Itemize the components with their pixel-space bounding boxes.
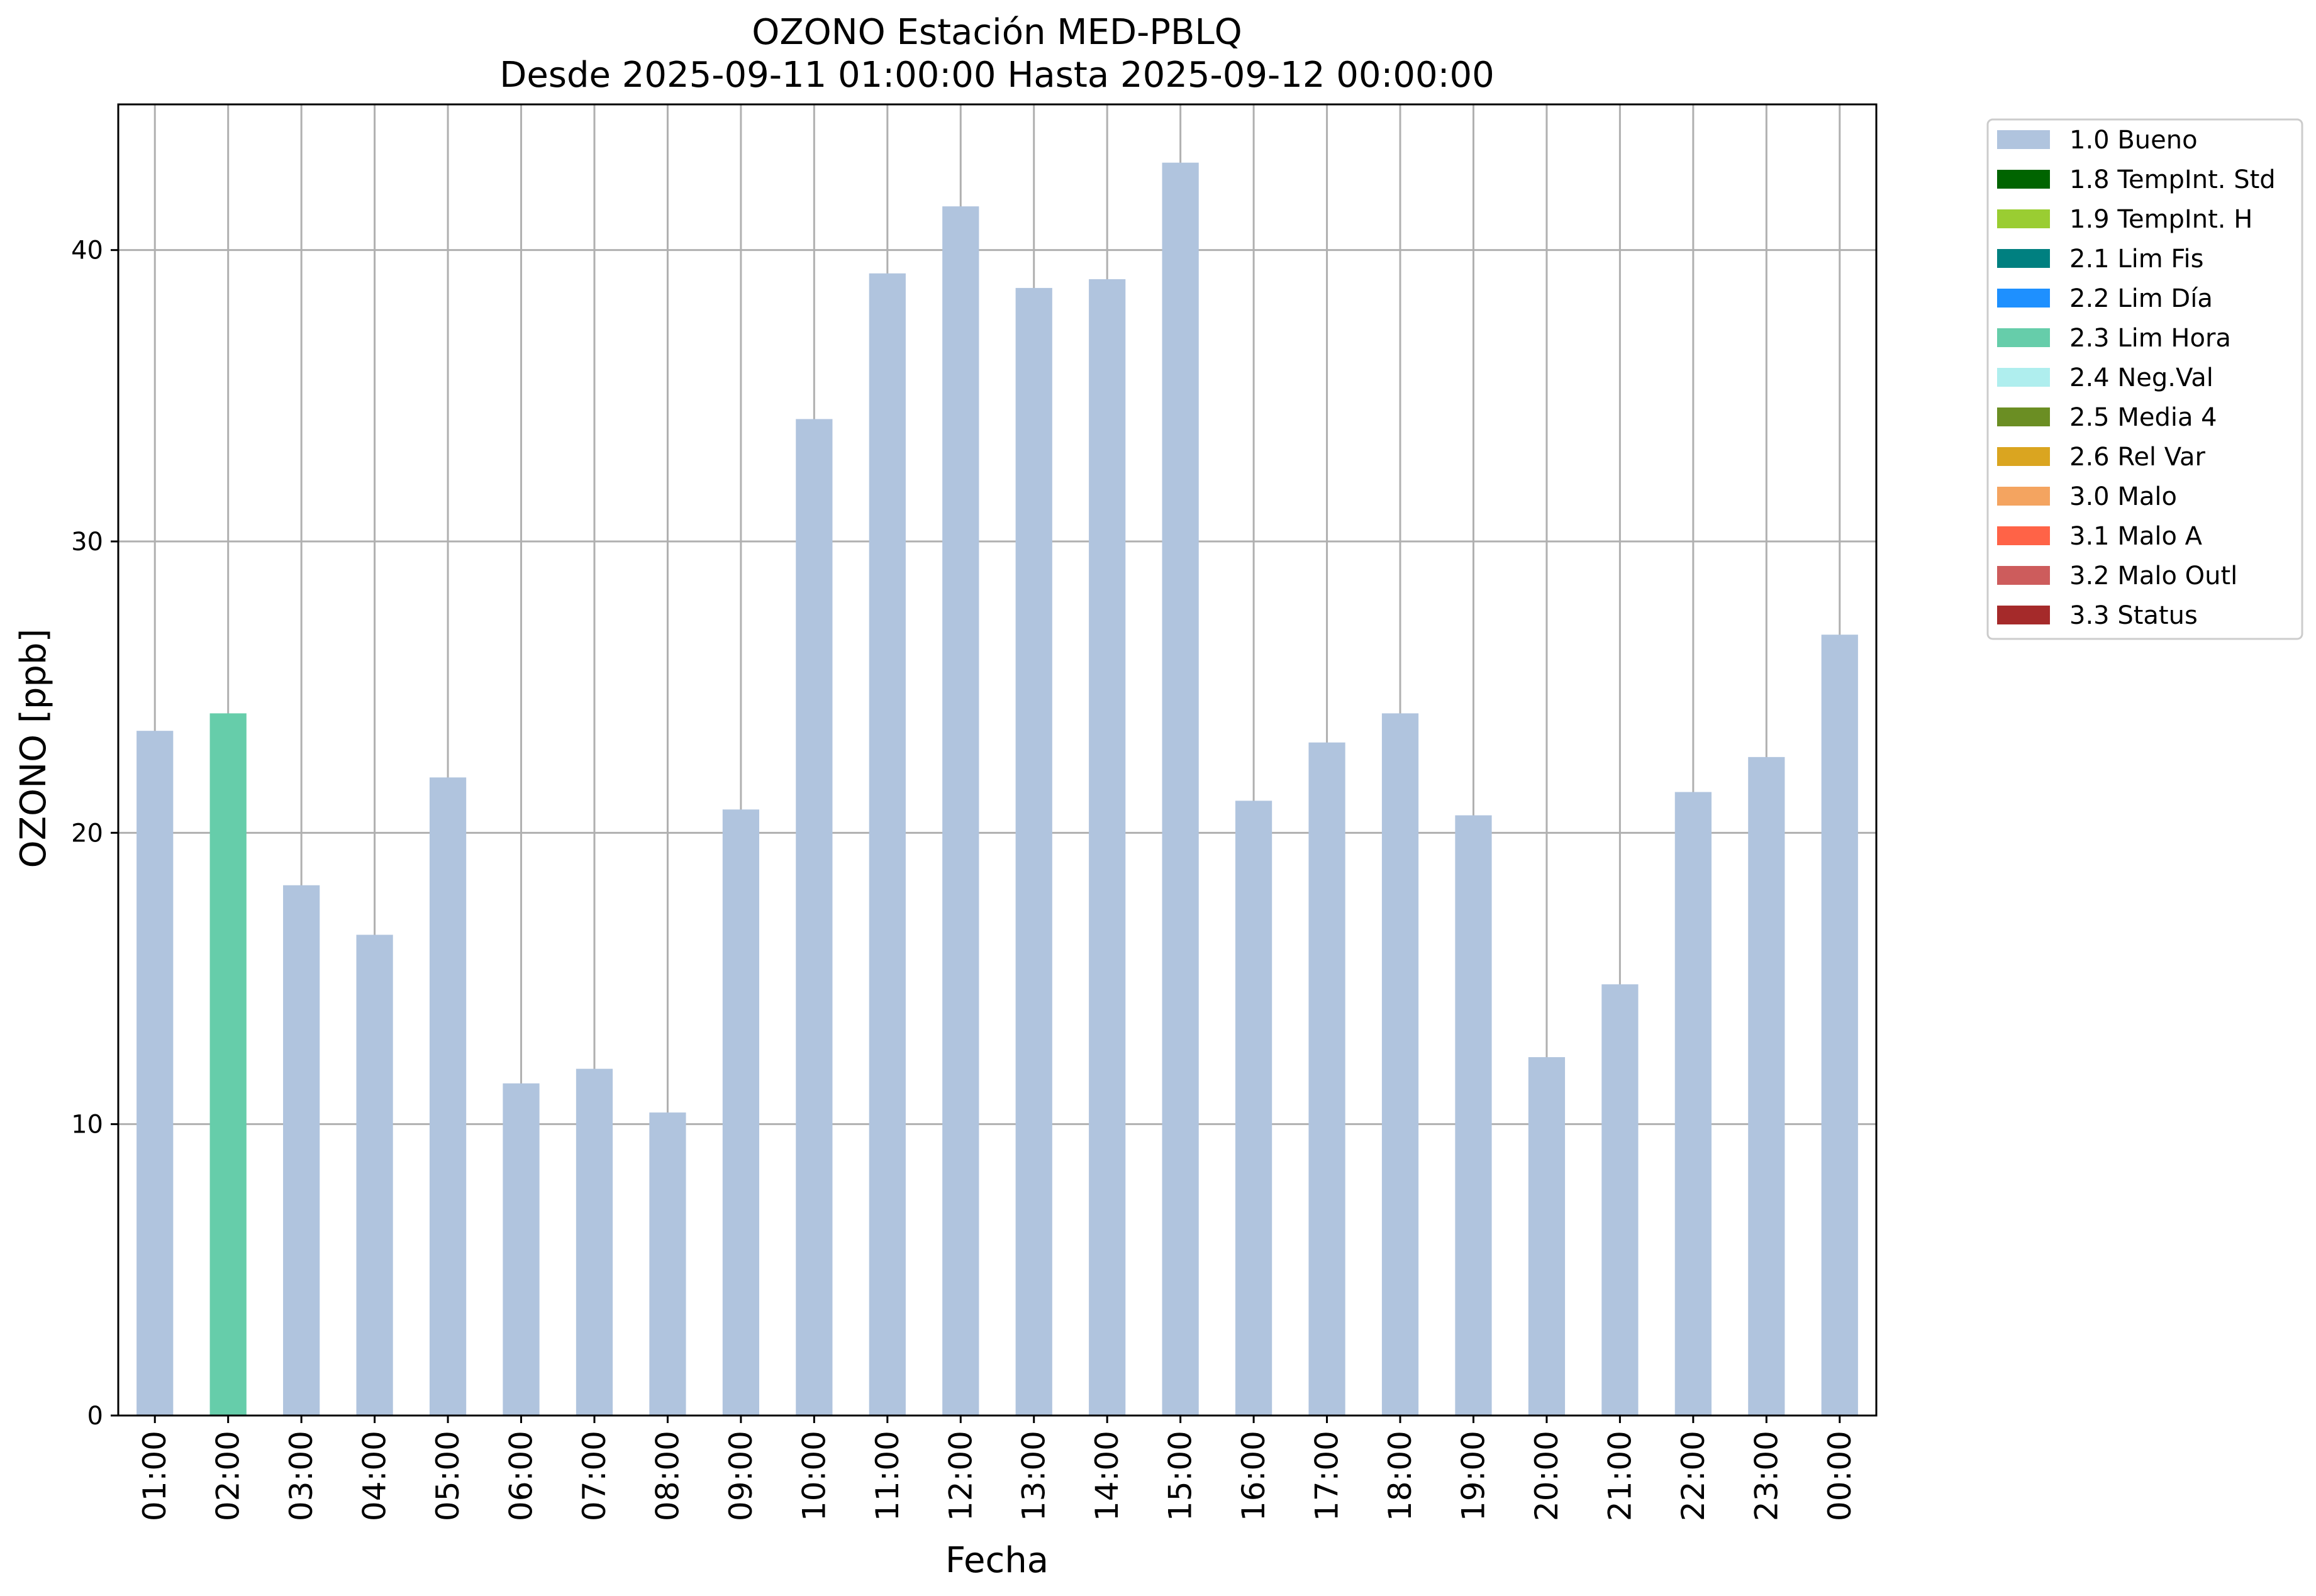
x-tick-label: 19:00 xyxy=(1455,1431,1491,1521)
x-axis-ticks: 01:00 02:00 03:00 04:00 05:00 06:00 07:00 08:00… xyxy=(136,1416,1858,1521)
bar-19:00 xyxy=(1455,815,1492,1416)
bar-14:00 xyxy=(1089,279,1126,1416)
x-tick-label: 05:00 xyxy=(430,1431,466,1521)
legend-swatch xyxy=(1997,328,2050,347)
x-tick-label: 18:00 xyxy=(1382,1431,1418,1521)
legend-box xyxy=(1986,118,2303,640)
x-tick-label: 06:00 xyxy=(503,1431,540,1521)
bar-12:00 xyxy=(942,206,979,1416)
legend-label: 2.6 Rel Var xyxy=(2069,443,2206,472)
legend-swatch xyxy=(1997,526,2050,545)
bar-05:00 xyxy=(429,777,467,1416)
legend-swatch xyxy=(1997,130,2050,149)
plot-frame xyxy=(117,103,1878,1417)
bar-11:00 xyxy=(869,273,906,1416)
legend-label: 2.5 Media 4 xyxy=(2069,403,2217,432)
bar-20:00 xyxy=(1528,1057,1566,1416)
legend-swatch xyxy=(1997,447,2050,466)
x-tick-label: 11:00 xyxy=(869,1431,906,1521)
bar-09:00 xyxy=(722,809,760,1416)
x-tick-label: 02:00 xyxy=(210,1431,247,1521)
legend-label: 3.0 Malo xyxy=(2069,482,2177,511)
legend-label: 1.0 Bueno xyxy=(2069,126,2198,155)
x-tick-label: 22:00 xyxy=(1675,1431,1712,1521)
x-tick-label: 15:00 xyxy=(1162,1431,1199,1521)
x-tick-label: 23:00 xyxy=(1748,1431,1784,1521)
bar-10:00 xyxy=(796,419,833,1416)
x-tick-label: 07:00 xyxy=(576,1431,613,1521)
x-tick-label: 20:00 xyxy=(1528,1431,1565,1521)
bar-23:00 xyxy=(1748,756,1785,1416)
x-tick-label: 03:00 xyxy=(283,1431,320,1521)
x-tick-label: 16:00 xyxy=(1235,1431,1272,1521)
x-tick-label: 21:00 xyxy=(1601,1431,1638,1521)
x-tick-label: 04:00 xyxy=(357,1431,393,1521)
y-tick-label: 0 xyxy=(87,1402,103,1431)
x-tick-label: 10:00 xyxy=(796,1431,832,1521)
bar-07:00 xyxy=(576,1068,613,1416)
x-axis-label: Fecha xyxy=(945,1540,1049,1581)
legend-label: 2.2 Lim Día xyxy=(2069,284,2213,313)
legend-swatch xyxy=(1997,170,2050,189)
legend: 1.0 Bueno 1.8 TempInt. Std 1.9 TempInt. H 2… xyxy=(1986,118,2303,640)
legend-swatch xyxy=(1997,487,2050,506)
bar-16:00 xyxy=(1235,801,1272,1416)
bar-17:00 xyxy=(1308,742,1345,1416)
bar-22:00 xyxy=(1674,792,1712,1416)
bar-15:00 xyxy=(1162,162,1199,1416)
x-tick-label: 01:00 xyxy=(136,1431,173,1521)
bar-04:00 xyxy=(356,934,393,1416)
y-tick-label: 30 xyxy=(71,528,103,557)
legend-label: 1.8 TempInt. Std xyxy=(2069,165,2276,194)
legend-label: 1.9 TempInt. H xyxy=(2069,205,2252,234)
legend-label: 3.3 Status xyxy=(2069,601,2198,630)
y-axis-ticks: 0 10 20 30 40 xyxy=(71,236,118,1431)
legend-swatch xyxy=(1997,209,2050,228)
bar-08:00 xyxy=(649,1112,686,1416)
legend-swatch xyxy=(1997,566,2050,585)
x-tick-label: 12:00 xyxy=(942,1431,979,1521)
y-tick-label: 10 xyxy=(71,1111,103,1139)
x-tick-label: 17:00 xyxy=(1309,1431,1345,1521)
chart-subtitle: Desde 2025-09-11 01:00:00 Hasta 2025-09-… xyxy=(499,55,1495,96)
bar-13:00 xyxy=(1015,287,1052,1416)
legend-label: 3.2 Malo Outl xyxy=(2069,562,2237,590)
legend-swatch xyxy=(1997,289,2050,308)
bar-03:00 xyxy=(283,885,320,1416)
legend-swatch xyxy=(1997,606,2050,624)
x-tick-label: 08:00 xyxy=(649,1431,686,1521)
bar-02:00 xyxy=(209,713,247,1416)
legend-swatch xyxy=(1997,249,2050,268)
legend-label: 2.3 Lim Hora xyxy=(2069,324,2231,353)
bar-18:00 xyxy=(1381,713,1419,1416)
y-tick-label: 40 xyxy=(71,236,103,265)
legend-swatch xyxy=(1997,407,2050,426)
x-tick-label: 13:00 xyxy=(1016,1431,1052,1521)
bar-21:00 xyxy=(1601,984,1639,1416)
y-tick-label: 20 xyxy=(71,819,103,848)
x-tick-label: 09:00 xyxy=(723,1431,759,1521)
bar-01:00 xyxy=(136,731,174,1416)
bar-00:00 xyxy=(1821,635,1858,1416)
legend-label: 2.4 Neg.Val xyxy=(2069,363,2213,392)
x-tick-label: 00:00 xyxy=(1822,1431,1858,1521)
bar-06:00 xyxy=(503,1083,540,1416)
x-tick-label: 14:00 xyxy=(1089,1431,1125,1521)
bars xyxy=(136,162,1858,1416)
y-axis-label: OZONO [ppb] xyxy=(13,629,54,868)
legend-swatch xyxy=(1997,368,2050,387)
chart-title: OZONO Estación MED-PBLQ xyxy=(752,12,1242,53)
legend-label: 2.1 Lim Fis xyxy=(2069,245,2203,274)
legend-label: 3.1 Malo A xyxy=(2069,522,2203,551)
